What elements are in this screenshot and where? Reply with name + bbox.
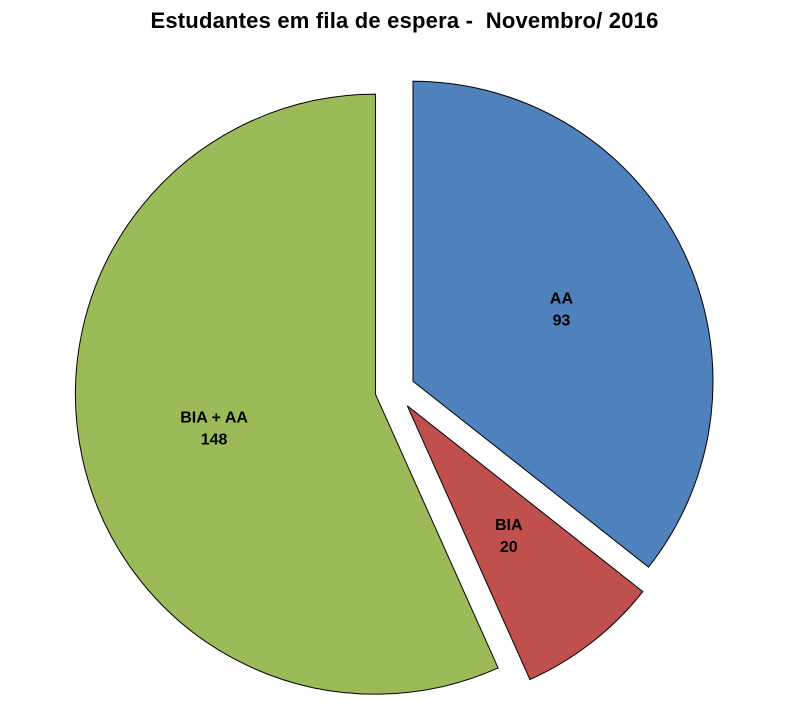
slice-label-value: 20	[500, 539, 518, 556]
chart-title: Estudantes em fila de espera - Novembro/…	[150, 8, 659, 33]
pie-slice-bia-aa	[74, 93, 499, 695]
slice-label-value: 148	[201, 432, 228, 449]
slice-label-value: 93	[553, 312, 571, 329]
pie-slice-aa	[412, 80, 714, 568]
pie-chart: AA 93 BIA 20 BIA + AA 148	[74, 80, 714, 695]
slice-label-name: BIA + AA	[180, 410, 248, 427]
slice-label-name: AA	[550, 290, 574, 307]
pie-slice-bia	[406, 405, 644, 681]
slice-label-name: BIA	[495, 517, 523, 534]
